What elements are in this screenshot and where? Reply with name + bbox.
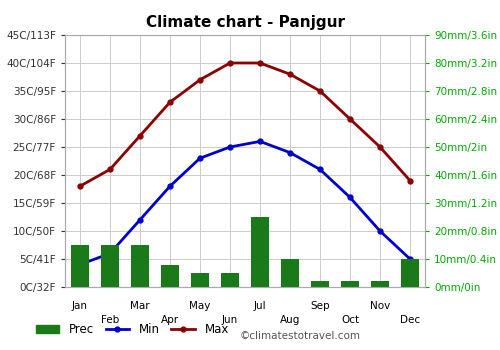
Bar (131, 245, 149, 287)
Bar (71, 245, 89, 287)
Text: May: May (190, 301, 210, 311)
Bar (161, 265, 179, 287)
Text: Jan: Jan (72, 301, 88, 311)
Text: Sep: Sep (310, 301, 330, 311)
Bar (101, 245, 119, 287)
Bar (251, 217, 269, 287)
Text: Apr: Apr (161, 315, 179, 325)
Title: Climate chart - Panjgur: Climate chart - Panjgur (146, 15, 344, 30)
Text: Mar: Mar (130, 301, 150, 311)
Text: Dec: Dec (400, 315, 420, 325)
Bar (191, 273, 209, 287)
Legend: Prec, Min, Max: Prec, Min, Max (31, 318, 234, 341)
Text: Feb: Feb (101, 315, 119, 325)
Text: ©climatestotravel.com: ©climatestotravel.com (240, 331, 361, 341)
Bar (371, 281, 389, 287)
Text: Jun: Jun (222, 315, 238, 325)
Bar (341, 281, 359, 287)
Text: Nov: Nov (370, 301, 390, 311)
Text: Oct: Oct (341, 315, 359, 325)
Bar (401, 259, 419, 287)
Text: Jul: Jul (254, 301, 266, 311)
Bar (311, 281, 329, 287)
Text: Aug: Aug (280, 315, 300, 325)
Bar (281, 259, 299, 287)
Bar (221, 273, 239, 287)
